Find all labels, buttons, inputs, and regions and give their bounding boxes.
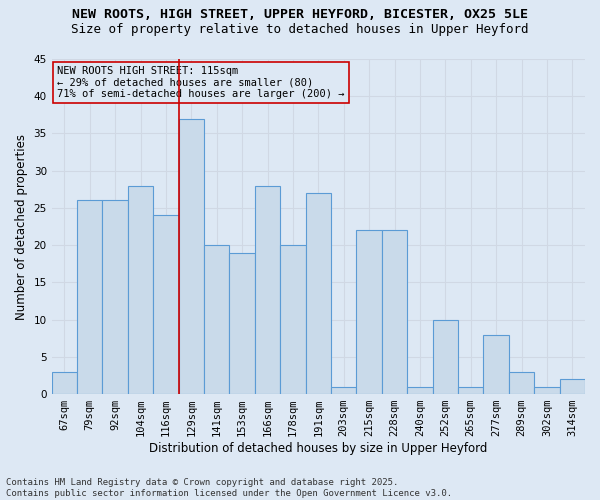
Bar bbox=[204, 245, 229, 394]
Bar bbox=[103, 200, 128, 394]
Bar bbox=[255, 186, 280, 394]
Bar bbox=[560, 379, 585, 394]
Bar bbox=[179, 118, 204, 394]
Bar bbox=[534, 386, 560, 394]
Bar bbox=[407, 386, 433, 394]
Bar bbox=[128, 186, 153, 394]
Bar bbox=[356, 230, 382, 394]
Bar bbox=[484, 334, 509, 394]
Text: Contains HM Land Registry data © Crown copyright and database right 2025.
Contai: Contains HM Land Registry data © Crown c… bbox=[6, 478, 452, 498]
Bar bbox=[331, 386, 356, 394]
Bar bbox=[305, 193, 331, 394]
Bar bbox=[382, 230, 407, 394]
Bar bbox=[229, 252, 255, 394]
Text: NEW ROOTS HIGH STREET: 115sqm
← 29% of detached houses are smaller (80)
71% of s: NEW ROOTS HIGH STREET: 115sqm ← 29% of d… bbox=[57, 66, 344, 99]
Bar bbox=[458, 386, 484, 394]
Bar bbox=[433, 320, 458, 394]
X-axis label: Distribution of detached houses by size in Upper Heyford: Distribution of detached houses by size … bbox=[149, 442, 488, 455]
Text: NEW ROOTS, HIGH STREET, UPPER HEYFORD, BICESTER, OX25 5LE: NEW ROOTS, HIGH STREET, UPPER HEYFORD, B… bbox=[72, 8, 528, 20]
Bar bbox=[153, 216, 179, 394]
Bar bbox=[52, 372, 77, 394]
Bar bbox=[280, 245, 305, 394]
Bar bbox=[509, 372, 534, 394]
Text: Size of property relative to detached houses in Upper Heyford: Size of property relative to detached ho… bbox=[71, 22, 529, 36]
Bar bbox=[77, 200, 103, 394]
Y-axis label: Number of detached properties: Number of detached properties bbox=[15, 134, 28, 320]
